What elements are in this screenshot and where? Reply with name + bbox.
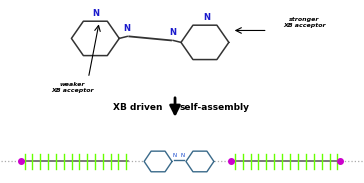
Text: weaker
XB acceptor: weaker XB acceptor [51,82,94,93]
Text: N: N [203,12,210,22]
Text: N: N [124,25,131,33]
Text: N: N [92,9,99,18]
Text: N: N [173,154,177,158]
Text: N: N [181,154,185,158]
Text: self-assembly: self-assembly [180,103,250,112]
Text: stronger
XB acceptor: stronger XB acceptor [283,17,326,28]
Text: XB driven: XB driven [114,103,163,112]
Text: N: N [170,28,177,37]
